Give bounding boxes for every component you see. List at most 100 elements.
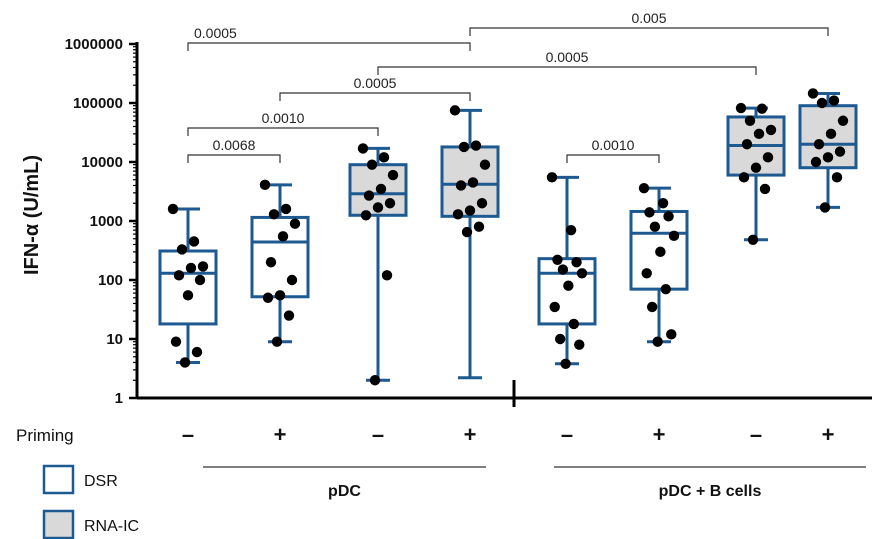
data-point <box>646 301 658 313</box>
p-value-label: 0.0010 <box>262 110 305 126</box>
priming-signs: – + – + – + – + <box>182 422 835 447</box>
data-point <box>277 231 289 242</box>
iqr-box <box>537 257 597 326</box>
bracket-line <box>566 154 660 163</box>
data-point <box>825 128 837 140</box>
box-3 <box>348 143 408 386</box>
data-point <box>191 346 203 358</box>
box-4 <box>440 105 500 380</box>
data-point <box>268 209 280 220</box>
data-point <box>378 152 390 163</box>
data-point <box>666 329 677 340</box>
data-point <box>381 270 393 281</box>
box-5 <box>537 172 597 369</box>
data-point <box>837 115 849 126</box>
priming-row-label: Priming <box>16 426 74 445</box>
legend: DSR RNA-IC <box>42 464 139 539</box>
data-point <box>663 211 674 222</box>
priming-sign: + <box>464 422 477 447</box>
data-point <box>747 234 759 246</box>
data-point <box>170 336 182 347</box>
data-point <box>735 102 747 114</box>
x-axis <box>137 380 872 407</box>
data-point <box>271 336 283 347</box>
data-point <box>741 139 753 150</box>
y-axis: 1000000 100000 10000 1000 100 10 1 <box>65 36 139 407</box>
data-point <box>283 310 295 321</box>
data-point <box>546 172 558 183</box>
bracket-line <box>279 92 471 101</box>
data-point <box>756 103 768 114</box>
data-point <box>182 290 194 301</box>
data-point <box>813 139 825 150</box>
data-point <box>265 257 277 268</box>
data-point <box>262 292 274 303</box>
data-point <box>360 210 372 221</box>
data-point <box>638 182 650 194</box>
data-point <box>660 283 672 295</box>
comparison-bracket: 0.0005 <box>279 75 471 101</box>
p-value-label: 0.005 <box>631 10 666 26</box>
data-point <box>194 274 206 286</box>
data-point <box>167 203 179 215</box>
comparison-bracket: 0.0068 <box>187 137 281 163</box>
y-tick-label: 10000 <box>81 154 123 171</box>
data-point <box>565 224 577 236</box>
data-point <box>176 244 188 255</box>
priming-sign: – <box>182 422 194 447</box>
data-point <box>188 236 200 247</box>
data-point <box>765 124 777 136</box>
bracket-line <box>187 42 471 51</box>
data-point <box>652 336 663 347</box>
bracket-line <box>469 27 829 36</box>
y-tick-label: 1 <box>115 390 123 407</box>
box-2 <box>250 179 310 347</box>
box-series <box>158 88 858 386</box>
data-point <box>476 198 488 209</box>
data-point <box>449 105 461 116</box>
bracket-line <box>187 154 281 163</box>
p-value-label: 0.0068 <box>213 137 256 153</box>
data-point <box>387 169 399 181</box>
data-point <box>819 202 831 213</box>
comparison-bracket: 0.0005 <box>187 25 471 51</box>
priming-sign: + <box>822 422 835 447</box>
data-point <box>470 140 482 151</box>
data-point <box>366 159 378 170</box>
data-point <box>568 318 580 330</box>
box-8 <box>798 88 858 213</box>
legend-label: RNA-IC <box>84 518 139 535</box>
data-point <box>549 301 560 313</box>
data-point <box>452 209 464 220</box>
y-axis-label: IFN-α (U/mL) <box>21 155 43 275</box>
data-point <box>807 88 819 99</box>
legend-item: RNA-IC <box>42 509 139 539</box>
data-point <box>554 333 566 345</box>
data-point <box>644 207 655 218</box>
data-point <box>173 270 185 281</box>
data-point <box>762 152 774 163</box>
data-point <box>822 152 834 163</box>
data-point <box>557 264 569 275</box>
data-point <box>831 172 843 183</box>
legend-swatch <box>42 464 75 495</box>
data-point <box>563 280 574 291</box>
y-tick-label: 100 <box>98 272 123 289</box>
y-tick-label: 1000 <box>90 213 123 230</box>
p-value-label: 0.0005 <box>194 25 237 41</box>
data-point <box>289 218 301 229</box>
group-label: pDC + B cells <box>659 483 762 500</box>
comparison-bracket: 0.0010 <box>566 137 660 163</box>
data-point <box>744 115 756 126</box>
data-point <box>464 205 476 216</box>
data-point <box>467 177 479 188</box>
data-point <box>384 198 396 209</box>
bracket-line <box>187 127 379 136</box>
data-point <box>197 261 209 272</box>
legend-swatch <box>42 509 75 539</box>
priming-sign: + <box>274 422 287 447</box>
data-point <box>259 179 271 191</box>
y-tick-label: 100000 <box>73 95 123 112</box>
data-point <box>461 226 473 238</box>
